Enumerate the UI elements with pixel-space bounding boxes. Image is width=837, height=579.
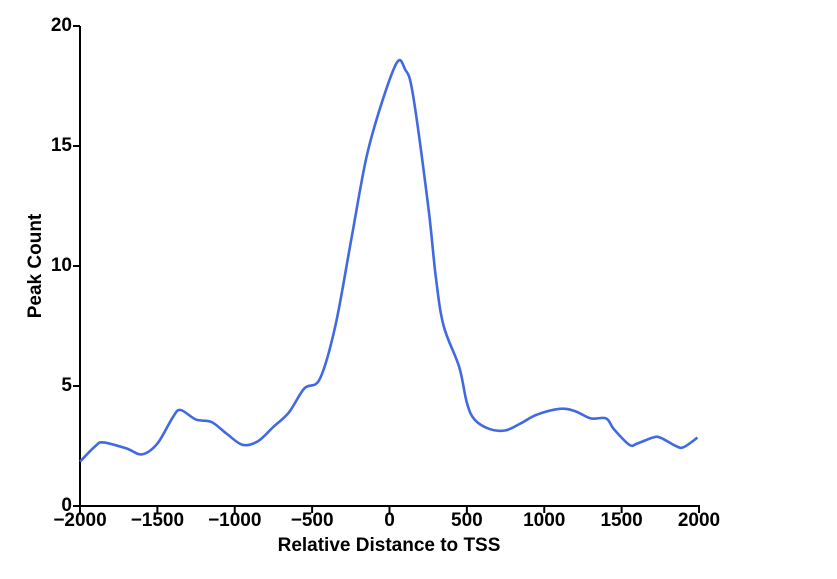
y-axis-label: Peak Count (25, 213, 46, 318)
x-tick-label: −500 (291, 510, 334, 531)
y-tick-label: 20 (51, 15, 72, 36)
x-tick-label: 500 (451, 510, 483, 531)
x-tick-label: −2000 (53, 510, 106, 531)
data-line (79, 58, 699, 463)
x-tick-label: 0 (384, 510, 395, 531)
x-tick-label: −1500 (131, 510, 184, 531)
x-tick-label: 1500 (600, 510, 642, 531)
x-tick-label: 1000 (523, 510, 565, 531)
y-tick-label: 15 (51, 135, 73, 156)
x-tick-label: −1000 (208, 510, 261, 531)
y-tick-label: 0 (61, 495, 72, 516)
y-tick-label: 10 (51, 255, 72, 276)
y-tick-label: 5 (61, 375, 72, 396)
x-axis-label: Relative Distance to TSS (278, 535, 501, 556)
x-tick-label: 2000 (678, 510, 720, 531)
